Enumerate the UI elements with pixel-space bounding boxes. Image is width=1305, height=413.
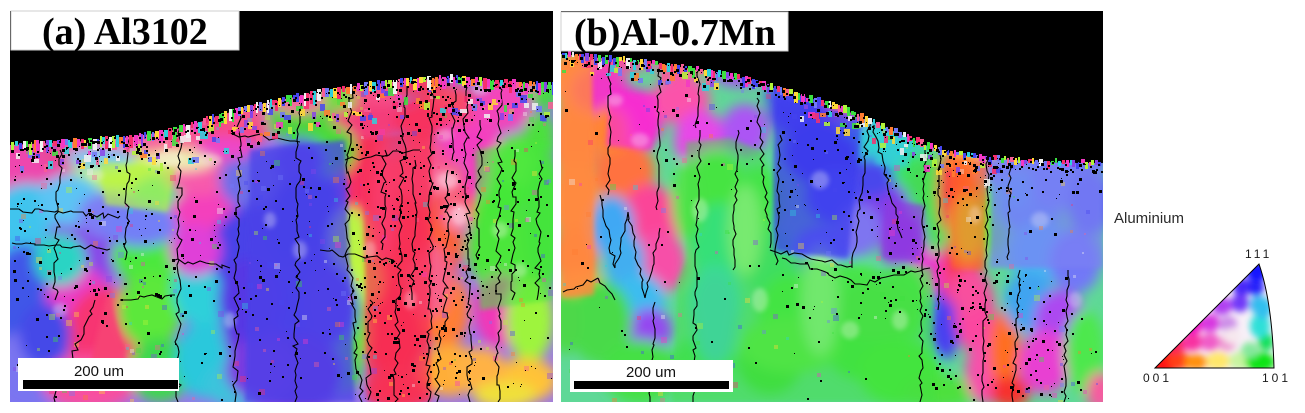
svg-text:200 um: 200 um — [74, 363, 124, 380]
svg-text:111: 111 — [1245, 247, 1272, 261]
svg-text:200 um: 200 um — [626, 364, 676, 381]
svg-text:001: 001 — [1143, 371, 1172, 385]
svg-text:(b)Al-0.7Mn: (b)Al-0.7Mn — [574, 12, 776, 54]
svg-text:Aluminium: Aluminium — [1114, 210, 1184, 227]
svg-text:101: 101 — [1262, 371, 1291, 385]
svg-text:(a) Al3102: (a) Al3102 — [42, 11, 208, 53]
